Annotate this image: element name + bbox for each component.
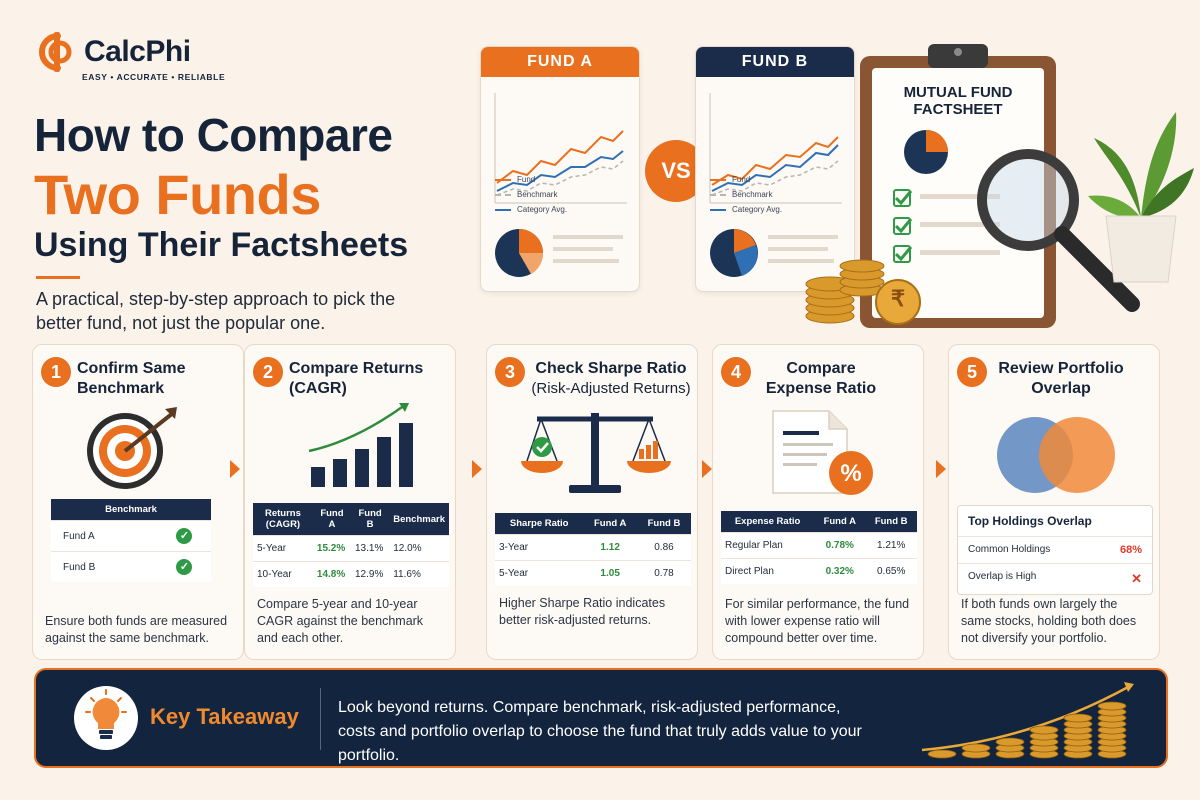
arrow-right-icon — [936, 460, 946, 478]
table-row: 10-Year 14.8% 12.9% 11.6% — [253, 561, 449, 587]
headline-line-1: How to Compare — [34, 109, 393, 161]
takeaway-divider — [320, 688, 321, 750]
step-4-number: 4 — [721, 357, 751, 387]
headline-subtitle: A practical, step-by-step approach to pi… — [36, 289, 396, 333]
headline-line-3: Using Their Factsheets — [34, 226, 409, 264]
brand-name: CalcPhi — [84, 35, 191, 68]
legend-benchmark: Benchmark — [710, 190, 772, 199]
percent-document-icon: % — [772, 410, 873, 495]
cross-icon: ✕ — [1131, 571, 1142, 586]
step-3-title: Check Sharpe Ratio — [535, 360, 687, 377]
legend-benchmark: Benchmark — [495, 190, 557, 199]
step-2-card: 2 Compare Returns (CAGR) Returns (CAGR) F… — [244, 344, 456, 660]
step-5-title: Review Portfolio Overlap — [998, 360, 1124, 397]
legend-category: Category Avg. — [710, 205, 782, 214]
factsheet-clipboard — [858, 42, 1058, 332]
key-takeaway-title: Key Takeaway — [150, 704, 299, 729]
calcphi-logo-icon — [36, 30, 76, 74]
lightbulb-icon — [74, 686, 138, 750]
overlap-table: Top Holdings Overlap Common Holdings 68% … — [957, 505, 1153, 595]
headline-divider — [36, 276, 80, 279]
venn-overlap-icon — [997, 417, 1115, 493]
fund-b-pie-chart — [710, 229, 838, 277]
sharpe-ratio-table: Sharpe Ratio Fund A Fund B 3-Year 1.12 0.86 … — [495, 513, 691, 586]
arrow-right-icon — [702, 460, 712, 478]
step-4-title: Compare Expense Ratio — [765, 360, 877, 397]
fund-a-card: FUND A Fund Benchmark Category Avg. — [480, 46, 640, 292]
key-takeaway-banner: Key Takeaway Look beyond returns. Compar… — [34, 668, 1168, 768]
step-3-number: 3 — [495, 357, 525, 387]
arrow-right-icon — [472, 460, 482, 478]
legend-fund: Fund — [495, 175, 535, 184]
headline-line-2: Two Funds — [34, 163, 321, 226]
plant-icon — [1088, 112, 1194, 283]
magnifier-icon — [977, 149, 1140, 312]
step-4-description: For similar performance, the fund with l… — [725, 597, 910, 645]
table-row: Common Holdings 68% — [958, 537, 1152, 564]
arrow-right-icon — [230, 460, 240, 478]
coins-icon — [805, 259, 921, 325]
fund-b-title: FUND B — [696, 47, 854, 77]
expense-ratio-table: Expense Ratio Fund A Fund B Regular Plan 0.… — [721, 511, 917, 584]
fund-a-line-chart — [494, 93, 627, 204]
svg-text:%: % — [840, 460, 861, 487]
balance-scale-icon — [521, 413, 671, 493]
step-1-number: 1 — [41, 357, 71, 387]
table-row: Direct Plan 0.32% 0.65% — [721, 558, 917, 584]
table-row: Regular Plan 0.78% 1.21% — [721, 532, 917, 559]
overlap-header: Top Holdings Overlap — [958, 506, 1152, 537]
benchmark-table: Benchmark Fund A ✓ Fund B ✓ — [51, 499, 211, 582]
fund-a-title: FUND A — [481, 47, 639, 77]
step-1-description: Ensure both funds are measured against t… — [45, 614, 228, 645]
step-4-card: 4 Compare Expense Ratio % Expense Ratio F… — [712, 344, 924, 660]
returns-table: Returns (CAGR) Fund A Fund B Benchmark 5-Y… — [253, 503, 449, 587]
step-2-title: Compare Returns (CAGR) — [289, 360, 424, 397]
legend-fund: Fund — [710, 175, 750, 184]
table-row: Overlap is High ✕ — [968, 571, 1142, 586]
rupee-symbol: ₹ — [891, 286, 905, 311]
check-icon: ✓ — [176, 528, 193, 544]
step-3-subtitle: (Risk-Adjusted Returns) — [531, 380, 691, 397]
brand-logo: CalcPhi — [36, 30, 191, 74]
key-takeaway-text: Look beyond returns. Compare benchmark, … — [338, 699, 862, 764]
legend-category: Category Avg. — [495, 205, 567, 214]
brand-tagline: EASY • ACCURATE • RELIABLE — [82, 72, 226, 82]
benchmark-header: Benchmark — [51, 499, 211, 521]
table-row: 5-Year 15.2% 13.1% 12.0% — [253, 535, 449, 562]
step-1-title: Confirm Same Benchmark — [77, 360, 186, 397]
step-5-description: If both funds own largely the same stock… — [961, 597, 1137, 645]
fund-b-card: FUND B Fund Benchmark Category Avg. — [695, 46, 855, 292]
target-icon — [87, 407, 177, 489]
table-row: Fund A ✓ — [51, 520, 211, 552]
step-2-number: 2 — [253, 357, 283, 387]
check-icon: ✓ — [176, 559, 193, 575]
step-3-description: Higher Sharpe Ratio indicates better ris… — [499, 596, 666, 627]
fund-b-line-chart — [709, 93, 842, 204]
table-row: 5-Year 1.05 0.78 — [495, 560, 691, 586]
step-2-description: Compare 5-year and 10-year CAGR against … — [257, 597, 424, 645]
growing-coins-icon — [921, 682, 1134, 759]
table-row: Fund B ✓ — [51, 551, 211, 582]
step-5-number: 5 — [957, 357, 987, 387]
table-row: 3-Year 1.12 0.86 — [495, 534, 691, 561]
step-1-card: 1 Confirm Same Benchmark Benchmark Fund … — [32, 344, 244, 660]
bar-growth-icon — [308, 403, 413, 487]
factsheet-title: MUTUAL FUND FACTSHEET — [903, 84, 1013, 118]
step-3-card: 3 Check Sharpe Ratio (Risk-Adjusted Retu… — [486, 344, 698, 660]
fund-a-pie-chart — [495, 229, 623, 277]
step-5-card: 5 Review Portfolio Overlap Top Holdings … — [948, 344, 1160, 660]
